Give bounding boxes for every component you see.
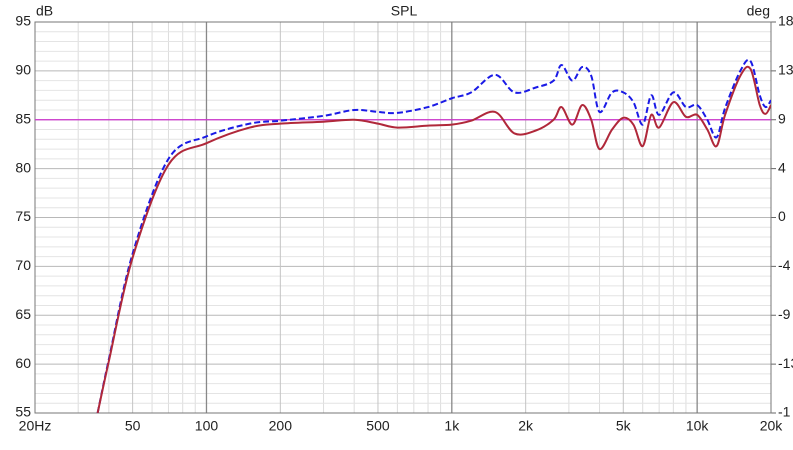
y-tick-label: 85	[15, 110, 31, 126]
x-tick-label: 5k	[616, 418, 632, 434]
y-tick-label: 90	[15, 62, 31, 78]
y-tick-label: 60	[15, 355, 31, 371]
x-tick-label: 100	[195, 418, 219, 434]
y2-tick-label: 18	[778, 13, 793, 29]
y2-axis-unit: deg	[747, 3, 770, 19]
x-tick-label: 2k	[518, 418, 534, 434]
y-tick-label: 75	[15, 208, 31, 224]
x-tick-label: 20k	[760, 418, 784, 434]
x-tick-label: 50	[125, 418, 141, 434]
x-tick-label: 10k	[686, 418, 710, 434]
y-axis-unit: dB	[36, 3, 53, 19]
y-tick-label: 70	[15, 257, 31, 273]
chart-title: SPL	[391, 3, 418, 19]
y2-tick-label: 0	[778, 208, 786, 224]
plot-frame	[34, 21, 772, 414]
y-tick-label: 80	[15, 159, 31, 175]
y-tick-label: 55	[15, 404, 31, 420]
y2-tick-label: -4	[778, 257, 791, 273]
y2-tick-label: -13	[778, 355, 793, 371]
series-line	[96, 65, 771, 413]
y2-tick-label: 9	[778, 110, 786, 126]
x-tick-label: 1k	[444, 418, 460, 434]
y2-tick-label: 4	[778, 159, 786, 175]
y-tick-label: 95	[15, 13, 31, 29]
x-tick-label: 20Hz	[19, 418, 52, 434]
x-tick-label: 500	[366, 418, 390, 434]
y2-tick-label: -1	[778, 404, 791, 420]
y2-tick-label: -9	[778, 306, 791, 322]
y2-tick-label: 13	[778, 62, 793, 78]
x-tick-label: 200	[269, 418, 293, 434]
y-tick-label: 65	[15, 306, 31, 322]
